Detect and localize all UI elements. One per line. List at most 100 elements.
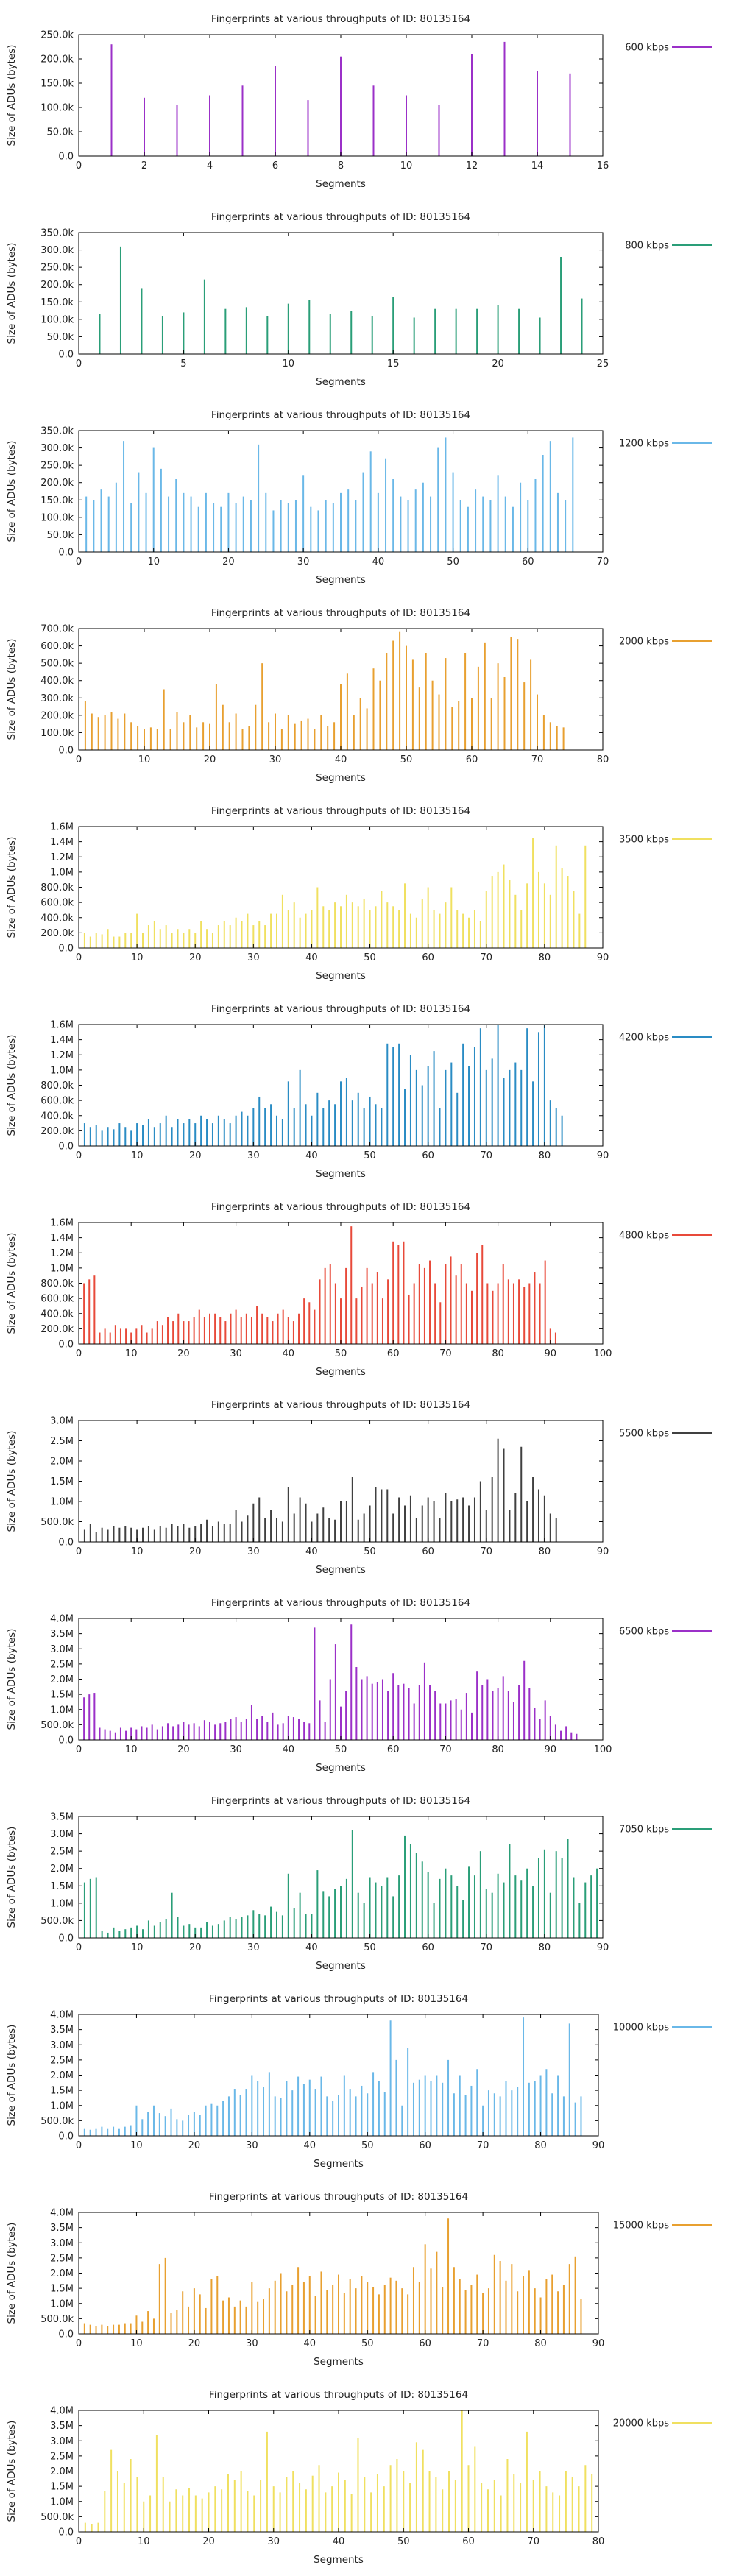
bar — [156, 729, 158, 750]
x-tick-label: 20 — [492, 358, 504, 369]
bar — [573, 1877, 575, 1938]
bar — [554, 1332, 556, 1344]
bar — [424, 2075, 426, 2136]
y-axis-label: Size of ADUs (bytes) — [6, 45, 18, 146]
bar — [409, 1844, 411, 1938]
bar — [397, 1245, 400, 1344]
bar — [562, 2285, 565, 2334]
bar — [507, 1691, 509, 1740]
chart-panel-5: Fingerprints at various throughputs of I… — [6, 805, 712, 982]
bar — [357, 2438, 359, 2533]
bar — [392, 1513, 394, 1542]
chart-panel-13: Fingerprints at various throughputs of I… — [6, 2389, 712, 2566]
bar — [281, 894, 283, 948]
bar — [543, 883, 545, 948]
bar — [320, 2271, 322, 2334]
y-tick-label: 0.0 — [58, 548, 74, 559]
bar — [130, 1527, 132, 1542]
bar — [479, 1481, 481, 1542]
bar — [268, 722, 270, 750]
bar — [455, 308, 457, 354]
bar — [253, 2495, 255, 2532]
bar — [376, 1272, 378, 1344]
bar — [215, 684, 217, 750]
bar — [170, 2313, 172, 2335]
y-tick-label: 50.0k — [47, 332, 74, 343]
bar — [217, 925, 219, 948]
y-tick-label: 3.0M — [50, 1416, 74, 1427]
x-tick-label: 60 — [422, 1942, 434, 1953]
bar — [302, 2282, 305, 2335]
y-tick-label: 3.5M — [50, 2223, 74, 2234]
bar — [144, 729, 145, 750]
y-tick-label: 200.0k — [40, 1126, 74, 1137]
bar — [357, 1519, 359, 1542]
bar — [415, 1069, 417, 1147]
y-tick-label: 0.0 — [58, 944, 74, 955]
bar — [438, 105, 440, 156]
bar — [489, 500, 492, 552]
x-tick-label: 60 — [522, 556, 534, 567]
bar — [357, 906, 359, 948]
bar — [408, 1688, 410, 1741]
bar — [233, 2480, 236, 2533]
bar — [423, 1267, 425, 1345]
bar — [561, 868, 563, 948]
bar — [476, 1671, 478, 1740]
bar — [439, 1518, 441, 1542]
bar — [574, 2102, 576, 2137]
bar — [486, 2489, 489, 2532]
bar — [119, 1328, 121, 1345]
bar — [372, 2072, 375, 2137]
bar — [545, 2069, 548, 2136]
bar — [274, 2096, 276, 2137]
bar — [245, 1719, 247, 1741]
bar — [464, 653, 467, 750]
bar — [549, 1100, 551, 1147]
y-tick-label: 1.0M — [50, 867, 74, 878]
x-tick-label: 5 — [180, 358, 186, 369]
bar — [369, 451, 372, 552]
bar — [177, 1313, 180, 1344]
x-tick-label: 50 — [364, 1150, 376, 1161]
y-tick-label: 400.0k — [40, 913, 74, 924]
bar — [549, 894, 551, 948]
y-tick-label: 4.0M — [50, 2010, 74, 2021]
bar — [123, 2483, 125, 2532]
bar — [366, 1267, 368, 1345]
x-tick-label: 20 — [177, 1744, 190, 1755]
bar — [363, 1108, 365, 1146]
bar — [250, 500, 252, 552]
bar — [291, 2285, 294, 2334]
bar — [534, 1272, 536, 1344]
bar — [401, 2105, 403, 2136]
bar — [539, 317, 541, 354]
bar — [130, 1332, 132, 1344]
bar — [537, 1858, 539, 1938]
y-tick-label: 3.0M — [50, 2040, 74, 2051]
x-tick-label: 70 — [531, 754, 544, 765]
x-tick-label: 10 — [131, 952, 144, 963]
bar — [528, 2270, 530, 2335]
bar — [328, 1100, 330, 1147]
bar — [334, 1889, 336, 1938]
bar — [116, 2471, 118, 2532]
bar — [89, 936, 91, 948]
bar — [340, 906, 342, 948]
x-tick-label: 40 — [304, 2338, 316, 2349]
bar — [216, 2105, 219, 2136]
bar — [107, 1127, 109, 1146]
bar — [142, 933, 144, 949]
bar — [332, 2285, 334, 2334]
bar — [316, 1870, 319, 1938]
bar — [286, 2477, 288, 2532]
bar — [552, 2492, 554, 2533]
bar — [485, 1889, 487, 1938]
bar — [83, 2323, 85, 2334]
bar — [110, 2449, 113, 2533]
bar — [256, 1306, 258, 1344]
bar — [503, 1078, 505, 1146]
bar — [404, 1505, 406, 1542]
bar — [91, 2524, 93, 2532]
bar — [476, 308, 478, 354]
